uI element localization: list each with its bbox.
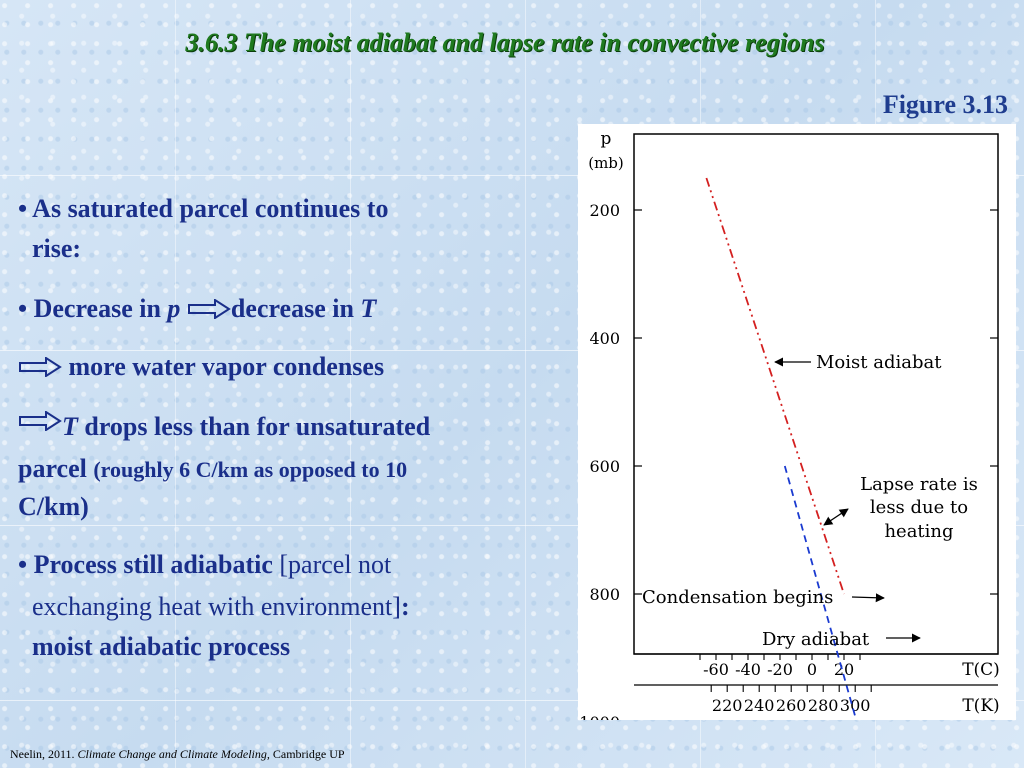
line-5-small: (roughly 6 C/km as opposed to 10 — [93, 457, 408, 482]
bg-gridline — [350, 0, 351, 768]
bullet-3-colon: : — [400, 592, 410, 621]
citation: Neelin, 2011. Climate Change and Climate… — [10, 747, 345, 762]
implies-arrow-icon — [19, 357, 62, 377]
bullet-1-line-2: rise: — [32, 234, 82, 263]
line-5-bold: parcel — [18, 454, 94, 483]
x-tick-label-kelvin: 220 — [712, 696, 743, 715]
line-3: more water vapor condenses — [18, 350, 384, 384]
dry-adiabat-line — [783, 465, 858, 720]
condensation-pointer — [851, 593, 885, 603]
bullet-2-prefix: • Decrease in — [18, 294, 168, 323]
figure-label: Figure 3.13 — [882, 90, 1008, 119]
lapse-rate-label-1: Lapse rate is — [860, 474, 978, 495]
bullet-2-T: T — [360, 294, 377, 323]
line-4-T: T — [62, 412, 78, 441]
x-tick-label-celsius: -20 — [767, 660, 793, 679]
bg-gridline — [0, 700, 1024, 701]
bg-gridline — [175, 0, 176, 768]
x-tick-label-kelvin: 280 — [808, 696, 839, 715]
citation-publisher: Cambridge UP — [269, 747, 345, 761]
x-tick-label-kelvin: 260 — [776, 696, 807, 715]
bullet-3: • Process still adiabatic [parcel not — [18, 548, 391, 582]
y-tick-label: 1000 — [579, 713, 620, 720]
bullet-3-prefix: • — [18, 550, 34, 579]
x-tick-label-celsius: -40 — [735, 660, 761, 679]
figure-panel: p (mb) 2004006008001000 T(C) T(K) -60-40… — [578, 124, 1016, 720]
chart-annotations: Moist adiabat Lapse rate is less due to … — [642, 352, 978, 650]
y-tick-label: 600 — [589, 457, 620, 476]
implies-arrow-icon — [19, 411, 62, 431]
y-label-unit: (mb) — [588, 154, 624, 172]
temperature-axes: T(C) T(K) — [634, 653, 1000, 716]
bullet-2-p: p — [167, 294, 181, 323]
pressure-axis: p (mb) — [588, 129, 624, 172]
bg-gridline — [0, 175, 1024, 176]
lapse-rate-pointer — [823, 508, 849, 526]
bullet-1-line-1: • As saturated parcel continues to — [18, 194, 389, 223]
lapse-rate-label-3: heating — [884, 521, 953, 542]
x-tick-label-celsius: 20 — [834, 660, 854, 679]
implies-arrow-icon — [187, 299, 231, 319]
bullet-3-line-2: exchanging heat with environment]: — [32, 590, 410, 624]
bullet-3-emphasis: moist adiabatic process — [32, 632, 291, 661]
y-label-p: p — [601, 129, 612, 149]
y-tick-label: 800 — [589, 585, 620, 604]
bullet-2-mid: decrease in — [230, 294, 361, 323]
bullet-3-line-2-text: exchanging heat with environment] — [32, 592, 401, 621]
moist-adiabat-line — [705, 177, 845, 595]
condensation-label: Condensation begins — [642, 587, 833, 608]
dry-adiabat-label: Dry adiabat — [762, 629, 870, 650]
bg-gridline — [0, 525, 1024, 526]
x-tick-label-kelvin: 300 — [840, 696, 871, 715]
y-tick-label: 200 — [589, 201, 620, 220]
citation-book: Climate Change and Climate Modeling, — [77, 747, 270, 761]
line-5: parcel (roughly 6 C/km as opposed to 10 — [18, 452, 407, 487]
x-tick-label-celsius: -60 — [703, 660, 729, 679]
bullet-3-bold: Process still adiabatic — [33, 550, 273, 579]
bg-gridline — [525, 0, 526, 768]
bg-gridline — [0, 350, 1024, 351]
bullet-3-norm: [parcel not — [272, 550, 392, 579]
moist-adiabat-label: Moist adiabat — [816, 352, 942, 373]
bullet-2: • Decrease in p decrease in T — [18, 292, 376, 326]
citation-plain: Neelin, 2011. — [10, 747, 78, 761]
slide-title: 3.6.3 The moist adiabat and lapse rate i… — [185, 28, 825, 57]
x-tick-label-celsius: 0 — [807, 660, 817, 679]
lapse-rate-label-2: less due to — [870, 497, 968, 518]
line-4-rest: drops less than for unsaturated — [77, 412, 431, 441]
lapse-rate-chart: p (mb) 2004006008001000 T(C) T(K) -60-40… — [579, 129, 1000, 720]
x-label-kelvin: T(K) — [962, 696, 999, 716]
x-tick-label-kelvin: 240 — [744, 696, 775, 715]
x-label-celsius: T(C) — [962, 660, 1000, 680]
line-3-text: more water vapor condenses — [62, 352, 385, 381]
line-6: C/km) — [18, 492, 89, 521]
line-4: T drops less than for unsaturated — [18, 410, 430, 444]
y-tick-label: 400 — [589, 329, 620, 348]
